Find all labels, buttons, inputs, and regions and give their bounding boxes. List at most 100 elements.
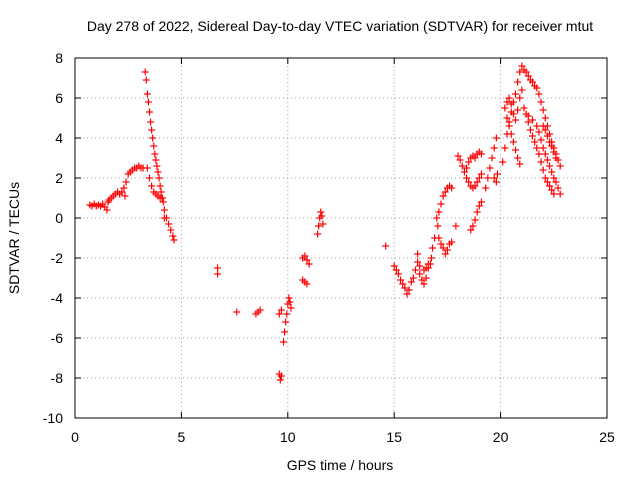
data-point — [435, 234, 443, 242]
data-point — [407, 278, 415, 286]
data-point — [550, 148, 558, 156]
data-point — [390, 262, 398, 270]
data-point — [452, 222, 460, 230]
data-point — [429, 244, 437, 252]
data-point — [535, 128, 543, 136]
data-point — [539, 106, 547, 114]
data-point — [539, 144, 547, 152]
data-point — [541, 150, 549, 158]
data-point — [535, 150, 543, 158]
data-point — [516, 94, 524, 102]
data-point — [514, 106, 522, 114]
data-point — [458, 162, 466, 170]
data-point — [533, 144, 541, 152]
data-point — [546, 162, 554, 170]
data-point — [156, 182, 164, 190]
data-point — [286, 298, 294, 306]
data-point — [159, 198, 167, 206]
data-point — [317, 208, 325, 216]
data-point — [463, 174, 471, 182]
data-point — [516, 68, 524, 76]
data-point — [148, 182, 156, 190]
data-point — [157, 188, 165, 196]
data-point — [282, 318, 290, 326]
data-point — [160, 214, 168, 222]
data-point — [463, 164, 471, 172]
data-point — [465, 178, 473, 186]
data-point — [382, 242, 390, 250]
data-point — [150, 142, 158, 150]
data-point — [537, 158, 545, 166]
data-point — [492, 134, 500, 142]
data-point — [303, 280, 311, 288]
data-point — [537, 136, 545, 144]
data-point — [305, 260, 313, 268]
data-point — [277, 372, 285, 380]
data-point — [141, 68, 149, 76]
data-point — [280, 338, 288, 346]
data-point — [416, 270, 424, 278]
data-point — [550, 174, 558, 182]
data-point — [153, 162, 161, 170]
data-point — [484, 174, 492, 182]
data-point — [315, 222, 323, 230]
data-point — [509, 138, 517, 146]
y-tick-label: 2 — [55, 170, 63, 186]
y-tick-label: 4 — [55, 130, 63, 146]
data-point — [169, 232, 177, 240]
data-point — [511, 90, 519, 98]
data-point — [548, 168, 556, 176]
x-tick-label: 25 — [599, 429, 615, 445]
data-point — [533, 84, 541, 92]
y-tick-label: -2 — [51, 250, 64, 266]
data-point — [541, 174, 549, 182]
data-point — [439, 244, 447, 252]
data-point — [501, 144, 509, 152]
data-point — [397, 276, 405, 284]
data-point — [433, 214, 441, 222]
data-point — [539, 166, 547, 174]
data-point — [287, 304, 295, 312]
data-point — [277, 306, 285, 314]
data-point — [285, 294, 293, 302]
data-point — [509, 110, 517, 118]
y-tick-label: -4 — [51, 290, 64, 306]
data-point — [548, 186, 556, 194]
data-point — [301, 252, 309, 260]
data-point — [524, 118, 532, 126]
data-point — [529, 78, 537, 86]
x-tick-label: 5 — [178, 429, 186, 445]
data-point — [283, 310, 291, 318]
data-point — [448, 238, 456, 246]
data-point — [120, 184, 128, 192]
data-point — [529, 116, 537, 124]
data-point — [490, 174, 498, 182]
data-point — [443, 246, 451, 254]
data-points — [86, 62, 564, 384]
data-point — [482, 184, 490, 192]
data-point — [233, 308, 241, 316]
data-point — [552, 154, 560, 162]
data-point — [467, 226, 475, 234]
data-point — [456, 156, 464, 164]
data-point — [314, 230, 322, 238]
data-point — [524, 112, 532, 120]
data-point — [518, 62, 526, 70]
data-point — [477, 198, 485, 206]
data-point — [556, 190, 564, 198]
data-point — [541, 114, 549, 122]
data-point — [516, 160, 524, 168]
data-point — [477, 150, 485, 158]
data-point — [103, 206, 111, 214]
data-point — [318, 212, 326, 220]
data-point — [165, 220, 173, 228]
data-point — [434, 222, 442, 230]
data-point — [405, 286, 413, 294]
data-point — [411, 266, 419, 274]
data-point — [486, 164, 494, 172]
data-point — [539, 122, 547, 130]
data-point — [543, 132, 551, 140]
data-point — [511, 116, 519, 124]
data-point — [501, 104, 509, 112]
plot-frame — [74, 57, 608, 419]
